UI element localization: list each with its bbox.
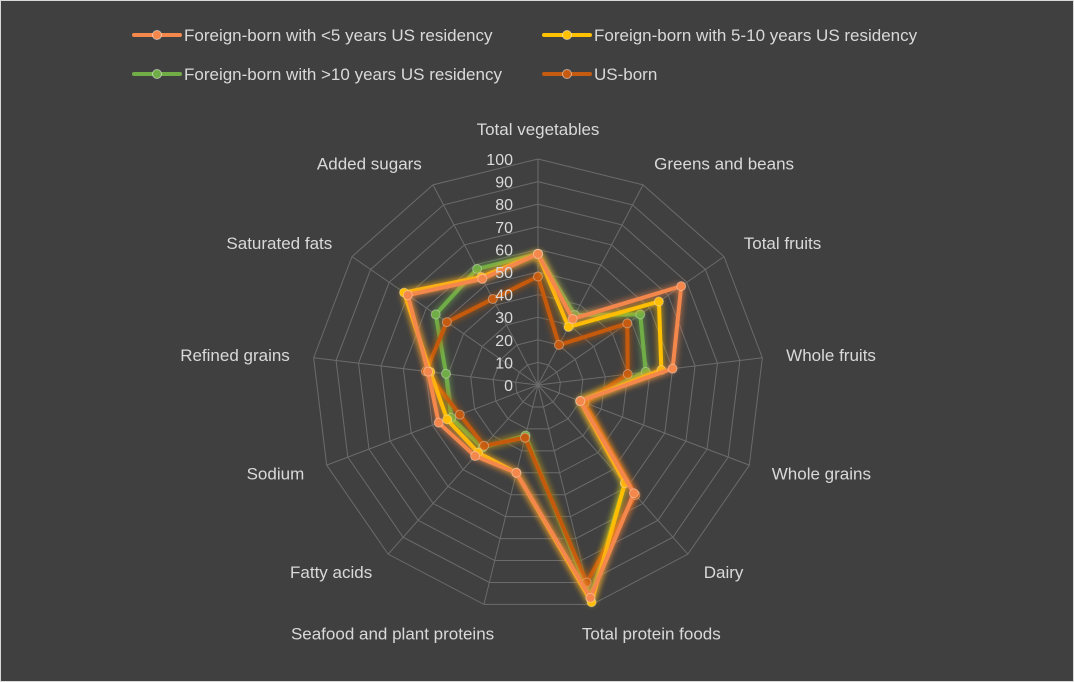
- series-1: [402, 248, 687, 603]
- grid-ring-30: [470, 316, 606, 452]
- category-label: Total vegetables: [477, 120, 600, 139]
- data-point: [442, 414, 453, 425]
- legend-label: Foreign-born with 5-10 years US residenc…: [594, 26, 918, 45]
- tick-label: 90: [495, 175, 513, 192]
- category-label: Greens and beans: [654, 155, 794, 174]
- category-label: Total protein foods: [582, 625, 721, 644]
- tick-label: 0: [504, 378, 513, 395]
- grid-spoke: [387, 384, 539, 555]
- radar-grid: [313, 158, 763, 605]
- tick-label: 10: [495, 355, 513, 372]
- grid-spoke: [537, 256, 725, 386]
- legend-label: US-born: [594, 65, 657, 84]
- series-line: [405, 251, 684, 600]
- data-point: [622, 369, 633, 380]
- grid-ring-20: [492, 339, 584, 430]
- grid-spoke: [432, 184, 539, 386]
- legend-entry: Foreign-born with >10 years US residency: [132, 65, 502, 84]
- data-point: [520, 432, 531, 443]
- data-point: [653, 296, 664, 307]
- tick-label: 20: [495, 333, 513, 350]
- category-label: Dairy: [704, 563, 744, 582]
- grid-spoke: [537, 384, 750, 466]
- data-point: [635, 309, 646, 320]
- data-point: [454, 409, 465, 420]
- data-point: [563, 321, 574, 332]
- data-point: [487, 293, 498, 304]
- grid-ring-80: [358, 203, 718, 562]
- grid-spoke: [483, 384, 539, 605]
- category-label: Seafood and plant proteins: [291, 625, 494, 644]
- data-point: [470, 451, 481, 462]
- category-label: Added sugars: [317, 155, 422, 174]
- data-point: [472, 263, 483, 274]
- category-label: Total fruits: [744, 234, 821, 253]
- grid-ring-100: [313, 158, 763, 605]
- data-point: [533, 248, 543, 259]
- data-point: [441, 368, 452, 379]
- data-point: [479, 440, 490, 451]
- data-point: [533, 271, 543, 282]
- grid-spoke: [537, 357, 763, 386]
- data-point: [567, 313, 578, 324]
- tick-label: 100: [486, 152, 513, 169]
- legend-swatch-marker: [562, 69, 572, 79]
- tick-label: 40: [495, 288, 513, 305]
- legend-label: Foreign-born with <5 years US residency: [184, 26, 493, 45]
- tick-label: 80: [495, 197, 513, 214]
- category-label: Saturated fats: [226, 234, 332, 253]
- category-labels: Total vegetables Greens and beans Total fr…: [180, 120, 876, 644]
- data-point: [423, 366, 434, 377]
- data-point: [575, 396, 586, 407]
- data-point: [511, 467, 522, 478]
- tick-label: 60: [495, 242, 513, 259]
- legend-label: Foreign-born with >10 years US residency: [184, 65, 502, 84]
- series-line: [423, 274, 638, 585]
- category-label: Sodium: [247, 465, 305, 484]
- legend-entry: Foreign-born with 5-10 years US residenc…: [542, 26, 918, 45]
- grid-ring-70: [380, 226, 696, 540]
- legend-entry: Foreign-born with <5 years US residency: [132, 26, 493, 45]
- data-point: [430, 309, 441, 320]
- grid-ring-60: [402, 248, 674, 518]
- data-point: [628, 488, 639, 499]
- tick-label: 50: [495, 265, 513, 282]
- grid-spoke: [326, 384, 539, 466]
- tick-label: 70: [495, 220, 513, 237]
- data-point: [676, 281, 687, 292]
- data-point: [441, 317, 452, 328]
- legend-entry: US-born: [542, 65, 657, 84]
- category-label: Refined grains: [180, 346, 290, 365]
- data-point: [433, 417, 444, 428]
- legend-swatch-marker: [562, 30, 572, 40]
- tick-label: 30: [495, 310, 513, 327]
- grid-ring-10: [515, 361, 561, 408]
- legend: Foreign-born with <5 years US residency F…: [132, 26, 918, 84]
- data-point: [402, 290, 413, 301]
- category-label: Fatty acids: [290, 563, 372, 582]
- grid-ring-90: [335, 181, 741, 583]
- legend-swatch-marker: [152, 30, 162, 40]
- series-4: [420, 271, 641, 588]
- category-label: Whole grains: [772, 465, 871, 484]
- data-point: [477, 273, 488, 284]
- series-layer: [399, 248, 687, 608]
- category-label: Whole fruits: [786, 346, 876, 365]
- radial-tick-labels: 0 10 20 30 40 50 60 70 80 90 100: [486, 152, 513, 395]
- data-point: [554, 339, 565, 350]
- grid-spoke: [537, 384, 689, 555]
- data-point: [667, 363, 678, 374]
- data-point: [585, 592, 596, 603]
- grid-spoke: [537, 184, 644, 386]
- legend-swatch-marker: [152, 69, 162, 79]
- grid-spoke: [537, 384, 593, 605]
- data-point: [622, 318, 633, 329]
- series-3: [430, 248, 651, 603]
